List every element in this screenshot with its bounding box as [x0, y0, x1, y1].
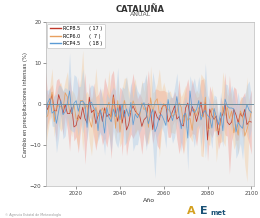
Text: CATALUÑA: CATALUÑA — [116, 5, 165, 14]
X-axis label: Año: Año — [144, 198, 155, 203]
Text: © Agencia Estatal de Meteorología: © Agencia Estatal de Meteorología — [5, 213, 61, 217]
Text: met: met — [211, 210, 226, 216]
Y-axis label: Cambio en precipitaciones intensas (%): Cambio en precipitaciones intensas (%) — [23, 52, 28, 157]
Text: ANUAL: ANUAL — [130, 12, 151, 17]
Text: A: A — [187, 206, 196, 216]
Text: E: E — [200, 206, 208, 216]
Legend: RCP8.5      ( 17 ), RCP6.0      (  7 ), RCP4.5      ( 18 ): RCP8.5 ( 17 ), RCP6.0 ( 7 ), RCP4.5 ( 18… — [47, 24, 105, 48]
